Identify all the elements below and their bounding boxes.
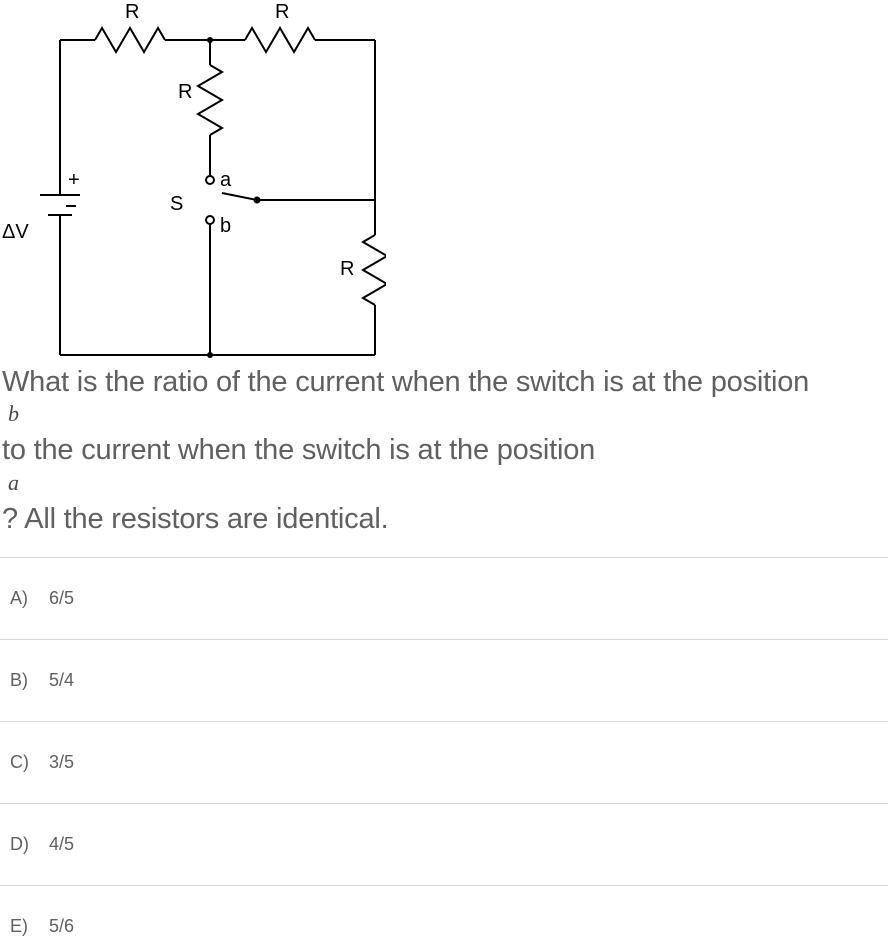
question-text: What is the ratio of the current when th… [0, 360, 888, 537]
label-top-left-R: R [125, 1, 139, 23]
label-terminal-a: a [220, 169, 232, 191]
label-right-R: R [340, 258, 354, 280]
question-var-b: b [2, 400, 886, 432]
answer-option[interactable]: B) 5/4 [0, 639, 888, 721]
answer-letter: C) [10, 752, 38, 773]
answer-option[interactable]: C) 3/5 [0, 721, 888, 803]
circuit-diagram: R R R R S a b + ΔV [0, 0, 386, 360]
label-delta-v: ΔV [2, 221, 29, 243]
label-mid-R: R [178, 81, 192, 103]
question-line-2: to the current when the switch is at the… [2, 432, 886, 468]
answer-value: 4/5 [43, 834, 74, 854]
answer-option[interactable]: E) 5/6 [0, 885, 888, 945]
label-switch: S [170, 193, 183, 215]
question-line-1: What is the ratio of the current when th… [2, 364, 886, 400]
answer-option[interactable]: A) 6/5 [0, 557, 888, 639]
answer-letter: A) [10, 588, 38, 609]
answer-list: A) 6/5 B) 5/4 C) 3/5 D) 4/5 E) 5/6 [0, 557, 888, 945]
answer-value: 6/5 [43, 588, 74, 608]
label-plus: + [68, 169, 80, 191]
question-var-a: a [2, 469, 886, 501]
answer-value: 5/4 [43, 670, 74, 690]
answer-letter: B) [10, 670, 38, 691]
label-terminal-b: b [220, 215, 231, 237]
answer-value: 5/6 [43, 916, 74, 936]
answer-value: 3/5 [43, 752, 74, 772]
answer-letter: D) [10, 834, 38, 855]
answer-letter: E) [10, 916, 38, 937]
answer-option[interactable]: D) 4/5 [0, 803, 888, 885]
question-line-3: ? All the resistors are identical. [2, 501, 886, 537]
label-top-right-R: R [275, 1, 289, 23]
